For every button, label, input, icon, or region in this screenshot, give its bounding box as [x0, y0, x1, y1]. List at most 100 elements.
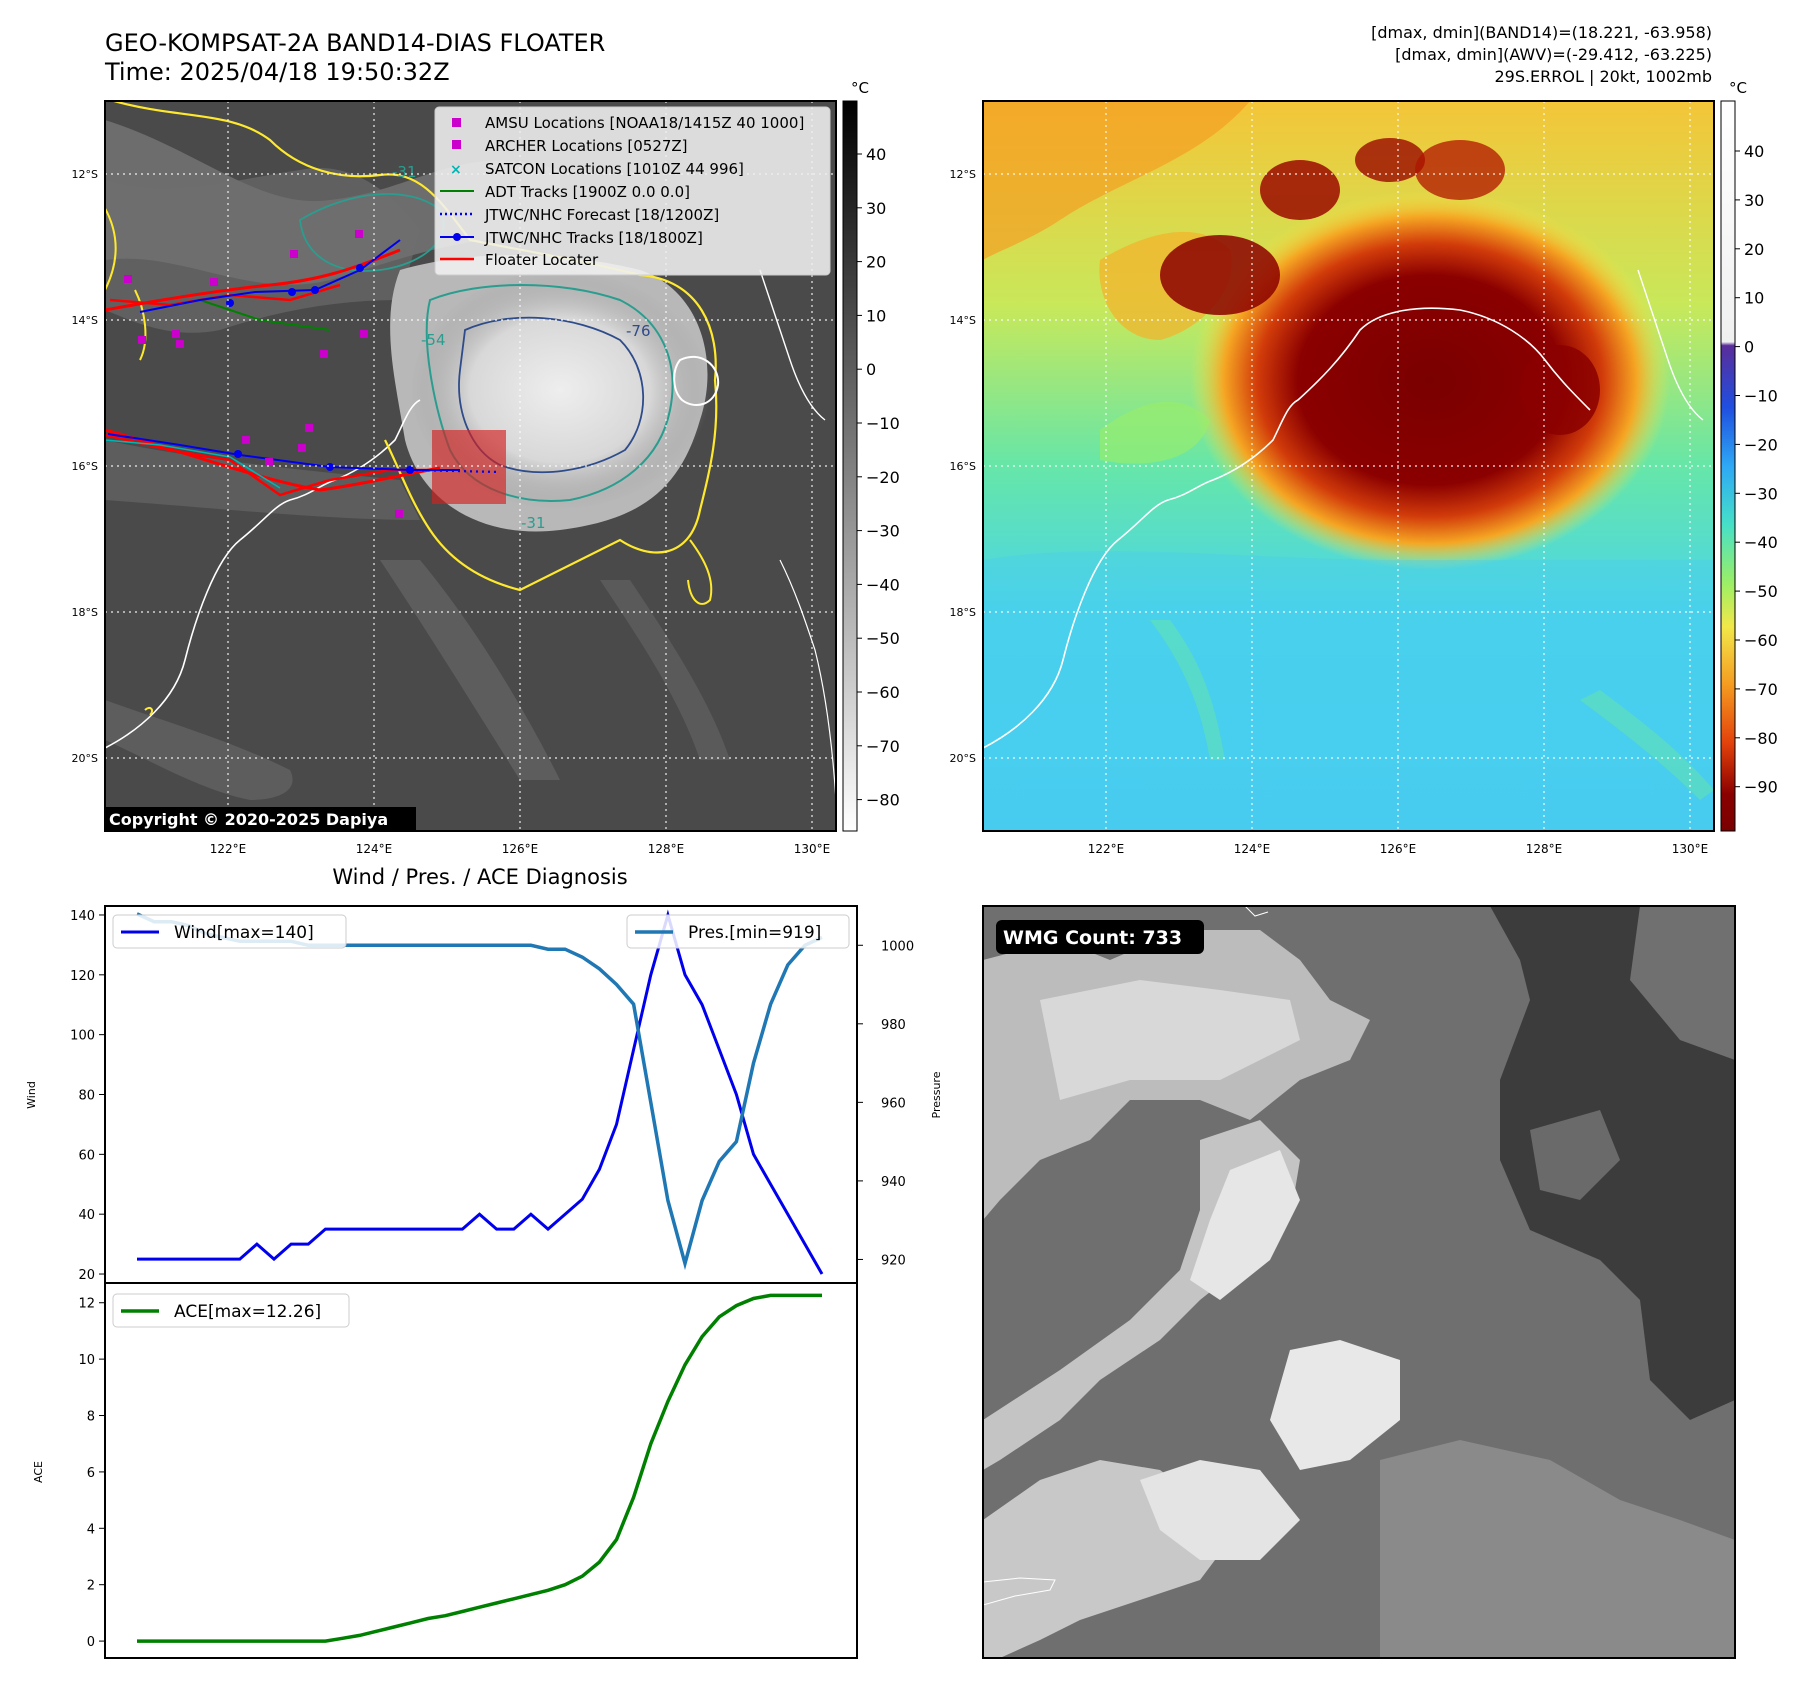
pressure-axis-label: Pressure: [930, 1071, 943, 1118]
legend-entry: AMSU Locations [NOAA18/1415Z 40 1000]: [485, 114, 804, 132]
map-right-image: [983, 101, 1714, 831]
colorbar-tick-label: −20: [1744, 435, 1778, 454]
lon-label: 124°E: [356, 842, 393, 856]
x-marker-icon: ×: [450, 162, 462, 178]
pressure-tick-label: 960: [881, 1096, 906, 1111]
figure-title: GEO-KOMPSAT-2A BAND14-DIAS FLOATER: [105, 29, 605, 57]
contour-label-2: -31: [392, 163, 417, 181]
legend-entry: JTWC/NHC Forecast [18/1200Z]: [484, 206, 719, 224]
wmg-count-badge: [996, 920, 1204, 954]
lon-label: 126°E: [502, 842, 539, 856]
lon-label: 128°E: [1526, 842, 1563, 856]
ace-legend: ACE[max=12.26]: [112, 1293, 350, 1328]
lat-label: 16°S: [950, 460, 976, 473]
colorbar-tick-label: −70: [1744, 680, 1778, 699]
wmg-panel: WMG Count: 733: [982, 905, 1736, 1659]
colorbar-tick-label: −10: [866, 414, 900, 433]
colorbar-tick-label: −60: [866, 683, 900, 702]
lon-label: 126°E: [1380, 842, 1417, 856]
lat-label: 12°S: [72, 168, 98, 181]
band14-range: [dmax, dmin](BAND14)=(18.221, -63.958): [1371, 23, 1712, 42]
legend-entry: Floater Locater: [485, 251, 599, 269]
colorbar-right: °C 40 30 20 10 0 −10 −20 −30 −40 −50 −60 −70 −80 −90: [1720, 79, 1778, 832]
map-right-lat-labels: 12°S 14°S 16°S 18°S 20°S: [950, 168, 976, 765]
contour-label-3: -31: [521, 514, 546, 532]
colorbar-tick-label: −10: [1744, 387, 1778, 406]
ace-tick-label: 4: [87, 1522, 95, 1537]
colorbar-tick-label: 20: [1744, 240, 1764, 259]
wind-legend-label: Wind[max=140]: [174, 923, 314, 943]
map-left-legend: AMSU Locations [NOAA18/1415Z 40 1000] AR…: [434, 106, 831, 276]
copyright-text: Copyright © 2020-2025 Dapiya: [109, 810, 388, 829]
lat-label: 12°S: [950, 168, 976, 181]
storm-info: 29S.ERROL | 20kt, 1002mb: [1494, 67, 1712, 86]
wind-tick-label: 120: [70, 969, 95, 984]
colorbar-tick-label: −40: [1744, 533, 1778, 552]
ace-tick-label: 10: [78, 1353, 95, 1368]
colorbar-unit: °C: [1729, 79, 1747, 97]
colorbar-tick-label: −30: [866, 522, 900, 541]
wmg-count-label: WMG Count: 733: [1003, 927, 1182, 949]
figure-time: Time: 2025/04/18 19:50:32Z: [104, 58, 450, 86]
colorbar-tick-label: −70: [866, 737, 900, 756]
ace-legend-label: ACE[max=12.26]: [174, 1302, 321, 1322]
colorbar-tick-label: −50: [1744, 582, 1778, 601]
wmg-image: [983, 906, 1735, 1658]
copyright-badge: [104, 807, 416, 831]
colorbar-tick-label: 0: [1744, 338, 1754, 357]
colorbar-tick-label: 30: [866, 199, 886, 218]
colorbar-tick-label: 0: [866, 360, 876, 379]
ace-series-line: [137, 1293, 822, 1643]
colorbar-tick-label: 30: [1744, 191, 1764, 210]
wind-pressure-chart: Wind Pressure 20 40 60 80 100 120 140 920 940 96…: [25, 905, 943, 1284]
ace-tick-label: 6: [87, 1466, 95, 1481]
colorbar-tick-label: −80: [866, 791, 900, 810]
ace-chart: ACE 0 2 4 6 8 10 12 ACE[max=12.26]: [32, 1282, 858, 1659]
colorbar-tick-label: 10: [866, 306, 886, 325]
lat-label: 14°S: [72, 314, 98, 327]
square-marker-icon: [452, 118, 461, 127]
header: GEO-KOMPSAT-2A BAND14-DIAS FLOATER Time:…: [104, 23, 1712, 86]
colorbar-tick-label: 10: [1744, 289, 1764, 308]
wind-tick-label: 140: [70, 909, 95, 924]
wind-legend: Wind[max=140]: [112, 914, 347, 949]
legend-entry: ARCHER Locations [0527Z]: [485, 137, 688, 155]
legend-entry: ADT Tracks [1900Z 0.0 0.0]: [485, 183, 690, 201]
colorbar-tick-label: 40: [866, 145, 886, 164]
colorbar-tick-label: −40: [866, 575, 900, 594]
lat-label: 18°S: [72, 606, 98, 619]
map-right-grid: [983, 101, 1714, 831]
colorbar-tick-label: −20: [866, 468, 900, 487]
wind-series-line: [137, 909, 824, 1275]
wind-axis-label: Wind: [25, 1081, 38, 1109]
pressure-tick-label: 920: [881, 1253, 906, 1268]
lat-label: 14°S: [950, 314, 976, 327]
lat-label: 20°S: [950, 752, 976, 765]
ace-tick-label: 8: [87, 1410, 95, 1425]
lon-label: 130°E: [1672, 842, 1709, 856]
pressure-tick-label: 940: [881, 1175, 906, 1190]
lon-label: 122°E: [210, 842, 247, 856]
lon-label: 128°E: [648, 842, 685, 856]
pressure-legend-label: Pres.[min=919]: [688, 923, 821, 943]
wind-tick-label: 60: [78, 1148, 95, 1163]
colorbar-tick-label: 20: [866, 253, 886, 272]
colorbar-tick-label: 40: [1744, 142, 1764, 161]
legend-entry: SATCON Locations [1010Z 44 996]: [485, 160, 744, 178]
map-left-lon-labels: 122°E 124°E 126°E 128°E 130°E: [210, 842, 831, 856]
contour-label-4: -54: [421, 331, 446, 349]
map-left-lat-labels: 12°S 14°S 16°S 18°S 20°S: [72, 168, 98, 765]
wind-tick-label: 80: [78, 1089, 95, 1104]
ace-tick-label: 0: [87, 1635, 95, 1650]
colorbar-tick-label: −60: [1744, 631, 1778, 650]
map-left: -76 -31 -31 -54: [72, 79, 900, 856]
map-right-lon-labels: 122°E 124°E 126°E 128°E 130°E: [1088, 842, 1709, 856]
square-marker-icon: [452, 140, 461, 149]
wind-tick-label: 100: [70, 1029, 95, 1044]
legend-entry: JTWC/NHC Tracks [18/1800Z]: [484, 229, 703, 247]
ace-tick-label: 12: [78, 1297, 95, 1312]
colorbar-unit: °C: [851, 79, 869, 97]
map-right: 12°S 14°S 16°S 18°S 20°S 122°E 124°E 126…: [950, 79, 1778, 856]
awv-range: [dmax, dmin](AWV)=(-29.412, -63.225): [1395, 45, 1712, 64]
lat-label: 16°S: [72, 460, 98, 473]
